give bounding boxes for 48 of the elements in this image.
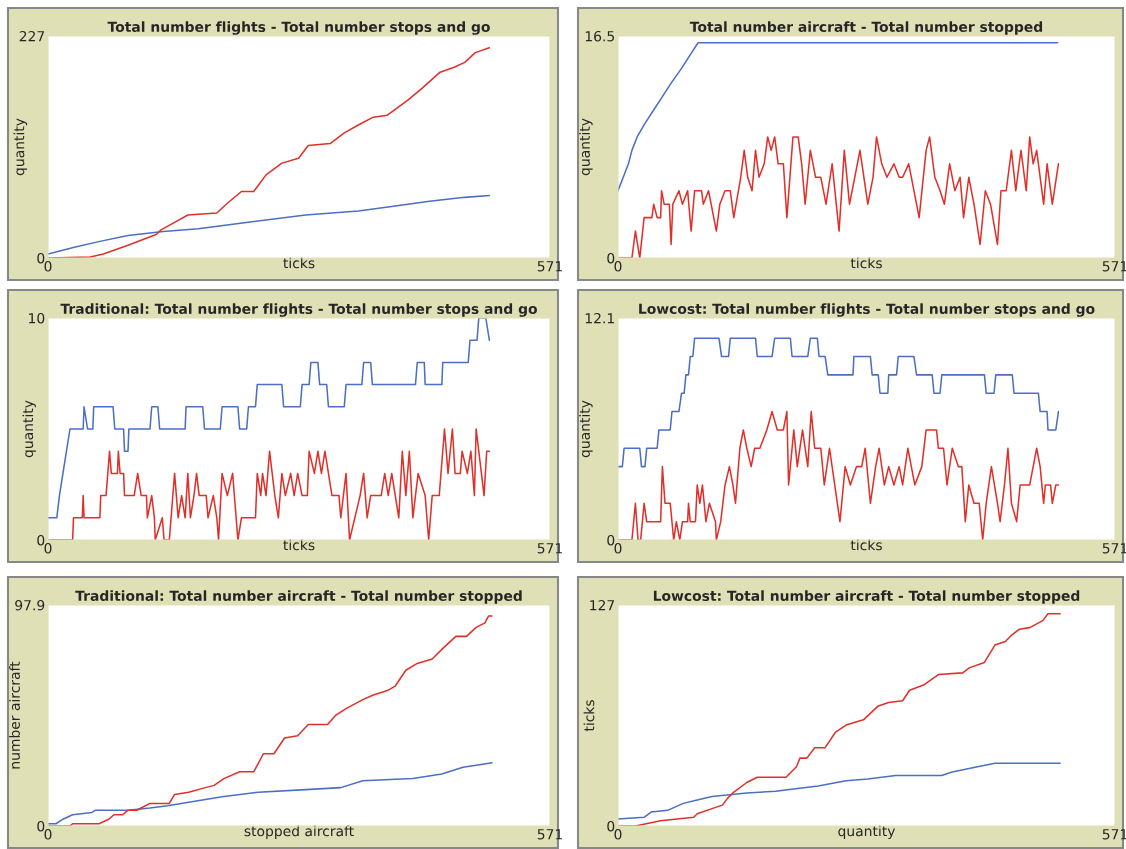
x-tick-label: 0	[614, 543, 622, 554]
x-tick-label: 571	[537, 261, 562, 272]
x-tick-label: 0	[614, 261, 622, 272]
line-series	[48, 762, 493, 825]
y-axis-title: quantity	[13, 118, 28, 176]
x-tick-label: 571	[1102, 261, 1126, 272]
y-tick-label: 227	[19, 30, 45, 42]
line-series	[618, 41, 1059, 192]
x-tick-label: 571	[537, 829, 562, 840]
chart-title: Traditional: Total number flights - Total number stops and go	[60, 303, 537, 317]
x-axis-title: ticks	[283, 257, 315, 269]
x-axis-title: quantity	[838, 825, 896, 839]
y-axis-title: quantity	[22, 400, 36, 458]
y-tick-label: 10	[29, 312, 45, 324]
line-series	[48, 318, 491, 519]
y-tick-label: 0	[37, 252, 45, 264]
x-tick-label: 571	[1102, 829, 1126, 840]
y-tick-label: 12.1	[585, 312, 614, 324]
y-tick-label: 0	[37, 820, 45, 832]
x-axis-title: stopped aircraft	[244, 825, 354, 839]
x-tick-label: 571	[1102, 543, 1126, 554]
y-axis-title: ticks	[583, 700, 595, 732]
line-series	[618, 762, 1061, 820]
y-axis-title: quantity	[579, 118, 593, 176]
y-tick-label: 127	[590, 599, 615, 611]
y-axis-title: quantity	[579, 400, 593, 458]
x-tick-label: 0	[614, 829, 622, 840]
y-tick-label: 97.9	[15, 599, 45, 611]
line-series	[618, 337, 1060, 468]
y-tick-label: 16.5	[585, 30, 615, 42]
line-series	[48, 194, 491, 255]
chart-title: Total number aircraft - Total number stopped	[689, 21, 1043, 35]
x-tick-label: 0	[44, 829, 52, 840]
x-tick-label: 0	[44, 261, 52, 272]
y-tick-label: 0	[37, 534, 45, 546]
chart-title: Traditional: Total number aircraft - Total number stopped	[75, 590, 522, 604]
x-axis-title: ticks	[850, 257, 882, 269]
x-tick-label: 0	[44, 543, 52, 554]
y-tick-label: 0	[607, 820, 615, 832]
x-axis-title: ticks	[850, 539, 882, 551]
chart-title: Lowcost: Total number aircraft - Total number stopped	[653, 590, 1080, 604]
y-tick-label: 0	[607, 534, 615, 546]
chart-title: Total number flights - Total number stops and go	[107, 21, 490, 35]
x-axis-title: ticks	[283, 539, 315, 551]
x-tick-label: 571	[537, 543, 562, 554]
y-axis-title: number aircraft	[9, 661, 20, 769]
y-tick-label: 0	[607, 252, 615, 264]
chart-title: Lowcost: Total number flights - Total number stops and go	[639, 303, 1095, 317]
